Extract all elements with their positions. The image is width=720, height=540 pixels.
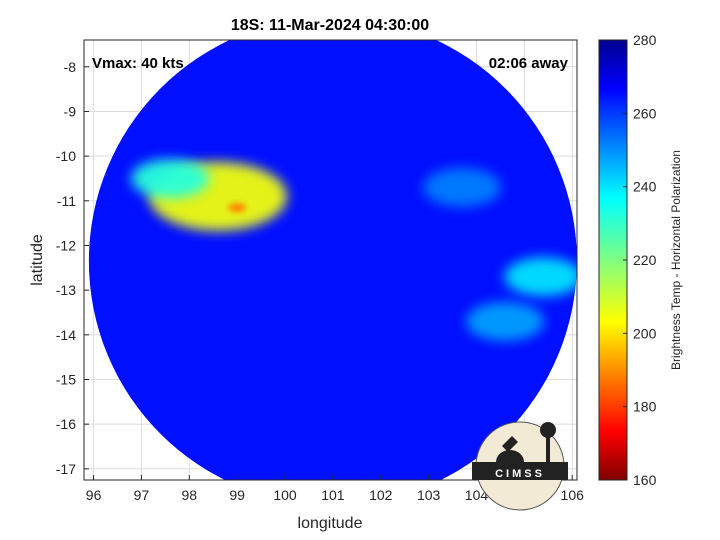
swath-background — [88, 40, 577, 480]
x-tick-label: 106 — [561, 487, 585, 503]
colorbar-tick-label: 200 — [633, 325, 657, 341]
x-tick-label: 99 — [229, 487, 245, 503]
x-tick-label: 101 — [321, 487, 345, 503]
y-axis-label: latitude — [29, 234, 46, 286]
time-offset-annotation: 02:06 away — [489, 55, 569, 72]
y-tick-label: -10 — [56, 148, 76, 164]
colorbar-label: Brightness Temp - Horizontal Polarizatio… — [669, 150, 683, 370]
x-axis-label: longitude — [298, 515, 363, 532]
colorbar-tick-label: 240 — [633, 179, 657, 195]
x-tick-label: 104 — [465, 487, 489, 503]
y-tick-label: -13 — [56, 282, 76, 298]
cimss-logo: CIMSS — [472, 421, 568, 511]
colorbar-tick-label: 160 — [633, 472, 657, 488]
x-tick-label: 102 — [369, 487, 393, 503]
x-tick-label: 98 — [182, 487, 198, 503]
x-axis-ticks: 96979899100101102103104105106 — [86, 475, 584, 503]
chart-title: 18S: 11-Mar-2024 04:30:00 — [231, 17, 429, 34]
brightness-features — [131, 158, 577, 341]
y-tick-label: -14 — [56, 327, 76, 343]
colorbar-ticks: 160 180 200 220 240 260 280 — [623, 32, 657, 488]
x-tick-label: 96 — [86, 487, 102, 503]
y-tick-label: -15 — [56, 371, 76, 387]
colorbar-tick-label: 260 — [633, 105, 657, 121]
plot-frame — [83, 39, 578, 481]
feature-mark — [131, 158, 210, 198]
feature-mark — [423, 167, 502, 207]
y-tick-label: -11 — [57, 193, 76, 209]
y-axis-ticks: -8 -9 -10 -11 -12 -13 -14 -15 -16 -17 — [56, 59, 89, 477]
colorbar — [598, 39, 628, 481]
vmax-annotation: Vmax: 40 kts — [92, 55, 184, 72]
swath-layer — [88, 40, 577, 480]
y-tick-label: -9 — [64, 103, 77, 119]
y-tick-label: -12 — [56, 237, 76, 253]
x-tick-label: 103 — [417, 487, 441, 503]
y-tick-label: -16 — [56, 416, 76, 432]
svg-text:CIMSS: CIMSS — [495, 468, 545, 480]
colorbar-tick-label: 280 — [633, 32, 657, 48]
colorbar-tick-label: 180 — [633, 399, 657, 415]
x-tick-label: 97 — [134, 487, 150, 503]
y-tick-label: -17 — [56, 461, 76, 477]
feature-mark — [504, 257, 577, 297]
feature-mark — [228, 203, 247, 213]
colorbar-tick-label: 220 — [633, 252, 657, 268]
y-tick-label: -8 — [64, 59, 77, 75]
x-tick-label: 100 — [273, 487, 297, 503]
feature-mark — [466, 301, 545, 341]
